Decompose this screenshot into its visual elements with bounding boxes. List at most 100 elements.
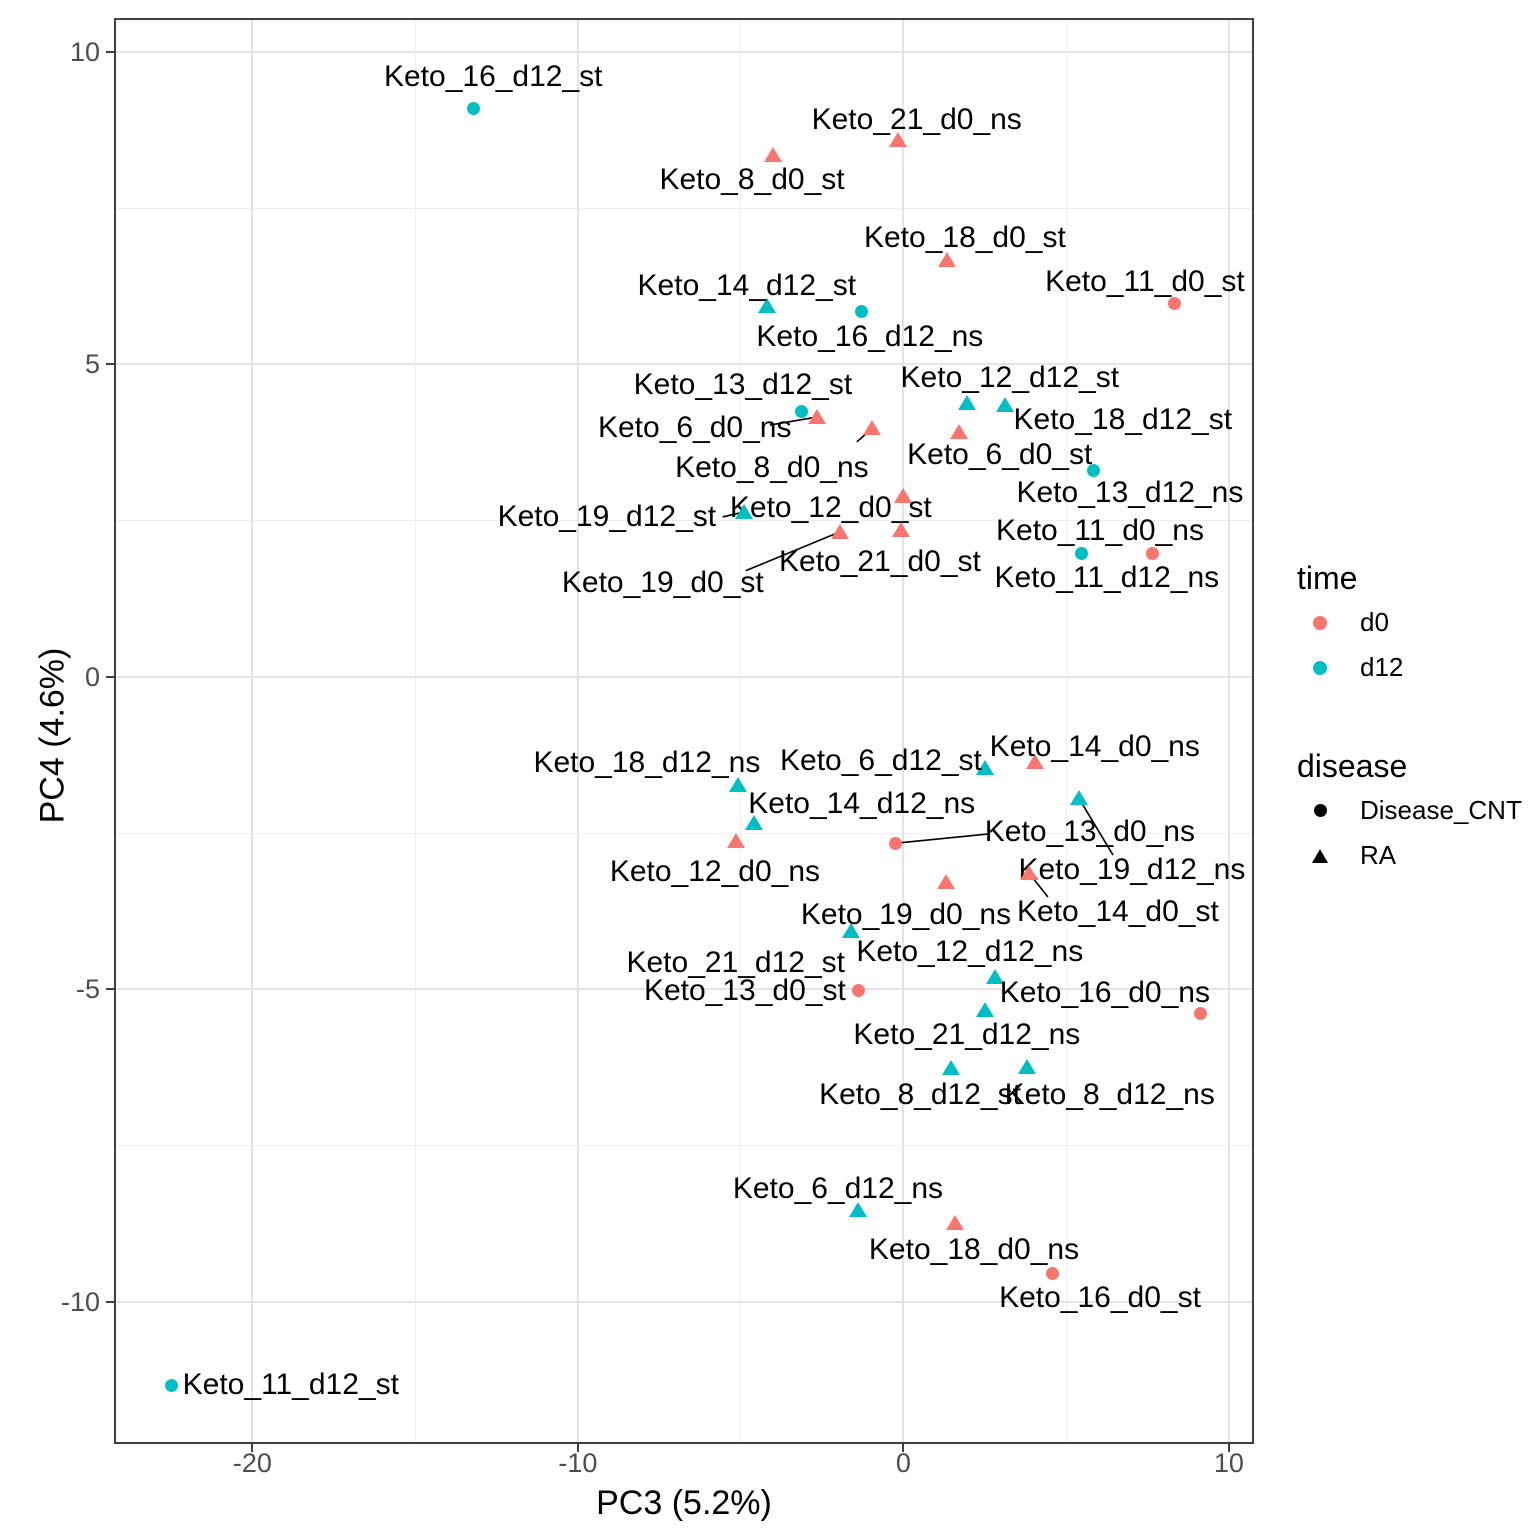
y-tick-label: -5 [75, 974, 100, 1005]
gridline-major-horizontal [116, 50, 1252, 53]
gridline-major-vertical [576, 20, 579, 1442]
data-point-circle[interactable] [855, 305, 869, 319]
data-point-triangle[interactable] [848, 1202, 867, 1218]
point-label: Keto_16_d12_ns [756, 319, 984, 353]
gridline-major-vertical [902, 20, 905, 1442]
point-label: Keto_16_d0_st [999, 1281, 1201, 1315]
x-tick-mark [1227, 1444, 1230, 1452]
data-point-triangle[interactable] [938, 252, 956, 268]
disease-cnt-circle-icon [1305, 796, 1335, 826]
y-tick-mark [106, 988, 114, 991]
data-point-circle[interactable] [1046, 1267, 1060, 1281]
legend-item-d0: d0 [1283, 600, 1536, 645]
data-point-triangle[interactable] [808, 408, 827, 424]
data-point-triangle[interactable] [995, 397, 1014, 413]
point-label: Keto_18_d0_st [863, 221, 1066, 255]
point-label: Keto_13_d12_st [633, 368, 853, 402]
legend-item-d12: d12 [1283, 645, 1536, 690]
point-label: Keto_16_d0_ns [999, 976, 1210, 1010]
data-point-circle[interactable] [1194, 1006, 1208, 1020]
point-label: Keto_14_d0_ns [989, 729, 1200, 763]
data-point-triangle[interactable] [1069, 790, 1088, 806]
d0-circle-icon [1305, 608, 1335, 638]
legend-time-title: time [1297, 560, 1358, 596]
y-tick-label: -10 [60, 1286, 100, 1317]
data-point-circle[interactable] [1075, 546, 1089, 560]
gridline-minor-vertical [740, 20, 742, 1442]
point-label: Keto_12_d12_st [900, 361, 1120, 395]
point-label: Keto_12_d0_st [729, 491, 932, 525]
legend-item-ra: RA [1283, 833, 1536, 878]
data-point-triangle[interactable] [1017, 1058, 1036, 1074]
point-label: Keto_18_d12_ns [533, 746, 761, 780]
data-point-triangle[interactable] [975, 760, 994, 776]
data-point-triangle[interactable] [841, 922, 860, 938]
gridline-major-horizontal [116, 1300, 1252, 1303]
data-point-triangle[interactable] [985, 968, 1004, 984]
data-point-triangle[interactable] [945, 1215, 964, 1231]
data-point-triangle[interactable] [975, 1002, 994, 1018]
point-label: Keto_21_d0_st [779, 544, 981, 578]
legend-item-label: RA [1360, 840, 1397, 870]
gridline-major-vertical [251, 20, 254, 1442]
data-point-triangle[interactable] [758, 297, 776, 313]
point-label: Keto_14_d12_st [637, 268, 857, 302]
data-point-circle[interactable] [164, 1378, 178, 1392]
x-axis-title: PC3 (5.2%) [596, 1484, 772, 1522]
y-tick-label: 0 [84, 661, 100, 692]
legend-item-label: d12 [1360, 652, 1404, 682]
y-tick-mark [106, 50, 114, 53]
point-label: Keto_19_d0_ns [800, 898, 1012, 932]
point-label: Keto_18_d0_ns [868, 1233, 1080, 1267]
gridline-minor-vertical [1065, 20, 1067, 1442]
data-point-triangle[interactable] [830, 523, 849, 539]
data-point-triangle[interactable] [950, 423, 969, 439]
y-tick-mark [106, 363, 114, 366]
plot-panel [114, 18, 1254, 1444]
ra-triangle-icon [1305, 841, 1335, 871]
data-point-circle[interactable] [852, 984, 866, 998]
y-tick-mark [106, 675, 114, 678]
point-label: Keto_19_d12_st [497, 499, 717, 533]
data-point-triangle[interactable] [726, 832, 745, 848]
x-tick-mark [902, 1444, 905, 1452]
data-point-circle[interactable] [795, 405, 808, 419]
data-point-triangle[interactable] [1020, 865, 1039, 881]
point-label: Keto_21_d12_ns [853, 1018, 1081, 1052]
data-point-triangle[interactable] [937, 873, 956, 889]
data-point-triangle[interactable] [763, 147, 782, 162]
data-point-triangle[interactable] [1025, 753, 1044, 769]
y-axis-title: PC4 (4.6%) [33, 647, 72, 824]
data-point-triangle[interactable] [863, 420, 882, 436]
legend-spacer [1283, 690, 1536, 744]
data-point-triangle[interactable] [888, 132, 907, 147]
point-label: Keto_11_d0_st [1045, 264, 1245, 298]
point-label: Keto_6_d0_st [907, 438, 1093, 472]
point-label: Keto_12_d0_ns [609, 854, 821, 888]
data-point-circle[interactable] [1087, 463, 1101, 477]
data-point-triangle[interactable] [892, 522, 911, 538]
point-label: Keto_6_d12_ns [732, 1171, 944, 1205]
data-point-triangle[interactable] [893, 488, 912, 504]
gridline-major-horizontal [116, 988, 1252, 991]
data-point-triangle[interactable] [744, 815, 763, 831]
data-point-circle[interactable] [467, 101, 481, 115]
x-tick-label: 10 [1213, 1448, 1244, 1478]
point-label: Keto_13_d12_ns [1016, 476, 1244, 510]
data-point-circle[interactable] [1168, 297, 1182, 311]
gridline-major-horizontal [116, 363, 1252, 366]
data-point-circle[interactable] [1146, 546, 1160, 560]
point-label: Keto_19_d0_st [561, 566, 764, 600]
y-tick-mark [106, 1300, 114, 1303]
legend-item-disease-cnt: Disease_CNT [1283, 788, 1536, 833]
point-label: Keto_14_d0_st [1016, 894, 1219, 928]
point-label: Keto_8_d12_st [819, 1078, 1021, 1112]
point-label: Keto_13_d0_st [643, 973, 846, 1007]
data-point-circle[interactable] [889, 836, 903, 850]
data-point-triangle[interactable] [729, 777, 748, 793]
data-point-triangle[interactable] [957, 395, 976, 411]
data-point-triangle[interactable] [941, 1060, 960, 1076]
data-point-triangle[interactable] [734, 503, 753, 519]
gridline-major-vertical [1227, 20, 1230, 1442]
point-label: Keto_11_d0_ns [996, 513, 1204, 547]
